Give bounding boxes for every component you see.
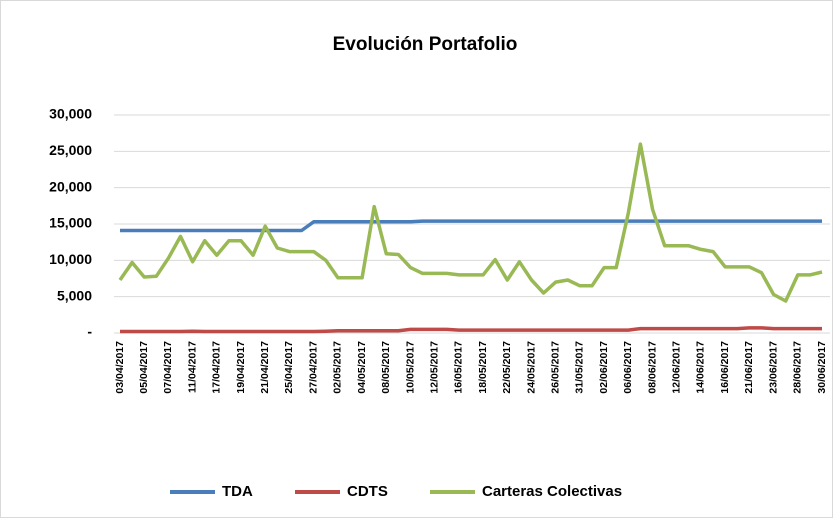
- x-tick-label: 11/04/2017: [186, 341, 198, 393]
- x-tick-label: 31/05/2017: [574, 341, 586, 394]
- y-tick-label: 20,000: [49, 178, 92, 194]
- x-tick-label: 17/04/2017: [211, 341, 223, 394]
- legend-label: TDA: [222, 483, 253, 500]
- series-line: [118, 142, 823, 303]
- y-tick-label: 25,000: [49, 142, 92, 158]
- x-tick-label: 07/04/2017: [162, 341, 174, 394]
- x-tick-label: 02/06/2017: [598, 341, 610, 394]
- y-tick-label: 5,000: [57, 287, 92, 303]
- series-line: [120, 219, 822, 233]
- x-tick-label: 25/04/2017: [283, 341, 295, 394]
- chart-title: Evolución Portafolio: [333, 34, 518, 55]
- x-tick-label: 23/06/2017: [767, 341, 779, 394]
- x-tick-label: 30/06/2017: [816, 341, 828, 394]
- x-tick-label: 04/05/2017: [356, 341, 368, 394]
- x-tick-label: 21/06/2017: [743, 341, 755, 394]
- legend-label: CDTS: [347, 483, 388, 500]
- x-tick-label: 03/04/2017: [114, 341, 126, 394]
- x-tick-label: 19/04/2017: [235, 341, 247, 394]
- y-tick-label: 30,000: [49, 106, 92, 122]
- x-tick-label: 16/05/2017: [453, 341, 465, 394]
- x-tick-label: 18/05/2017: [477, 341, 489, 394]
- x-tick-label: 08/05/2017: [380, 341, 392, 394]
- y-tick-label: -: [87, 324, 92, 340]
- x-tick-label: 05/04/2017: [138, 341, 150, 394]
- x-tick-label: 21/04/2017: [259, 341, 271, 394]
- x-tick-label: 12/05/2017: [428, 341, 440, 394]
- x-tick-label: 12/06/2017: [671, 341, 683, 394]
- series-line: [120, 326, 822, 334]
- x-tick-label: 28/06/2017: [792, 341, 804, 394]
- x-tick-label: 24/05/2017: [525, 341, 537, 394]
- x-tick-label: 08/06/2017: [646, 341, 658, 394]
- x-tick-label: 02/05/2017: [332, 341, 344, 394]
- x-tick-label: 14/06/2017: [695, 341, 707, 394]
- x-tick-label: 16/06/2017: [719, 341, 731, 394]
- y-tick-label: 10,000: [49, 251, 92, 267]
- legend-label: Carteras Colectivas: [482, 483, 622, 500]
- x-tick-label: 27/04/2017: [307, 341, 319, 394]
- x-tick-label: 10/05/2017: [404, 341, 416, 394]
- x-tick-label: 26/05/2017: [550, 341, 562, 394]
- x-tick-label: 22/05/2017: [501, 341, 513, 394]
- y-tick-label: 15,000: [49, 215, 92, 231]
- x-tick-label: 06/06/2017: [622, 341, 634, 394]
